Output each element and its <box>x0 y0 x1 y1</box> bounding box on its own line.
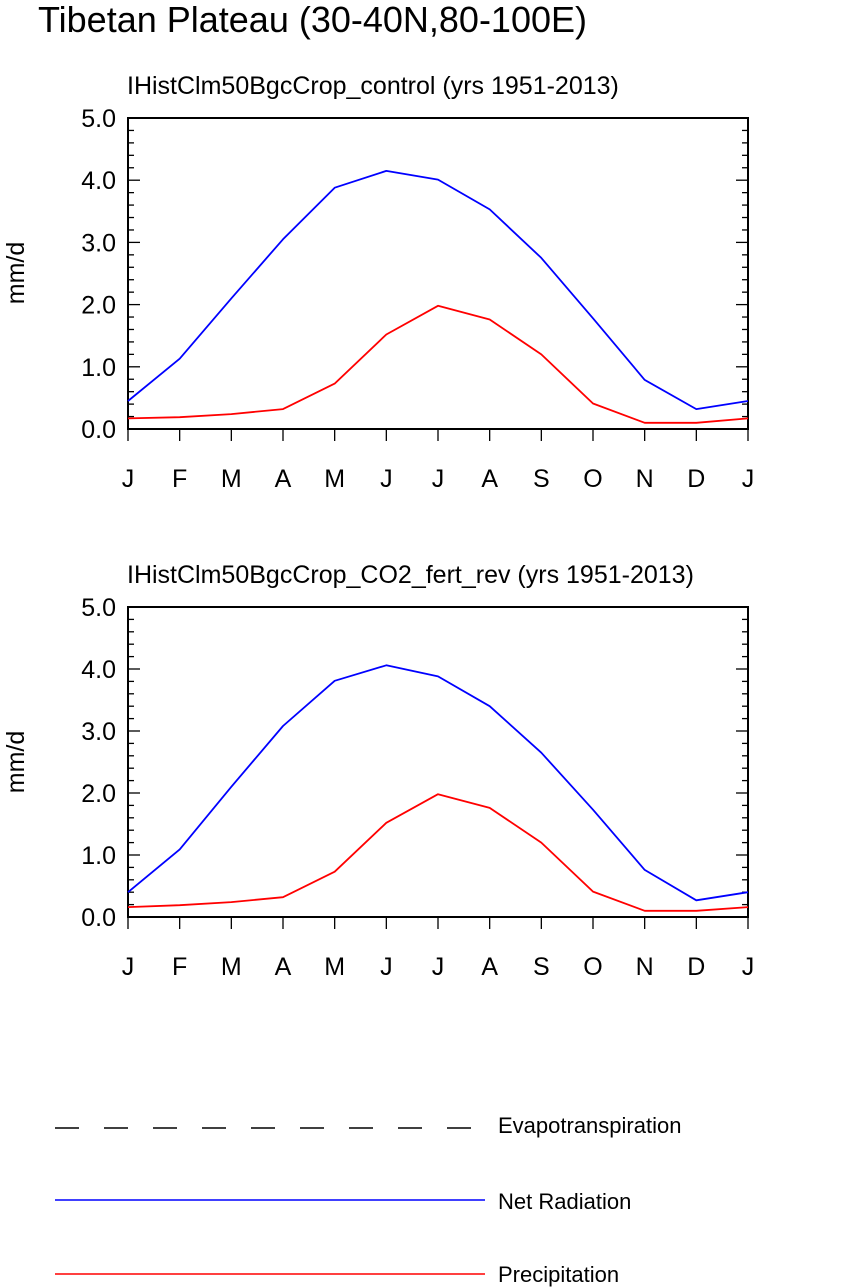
y-tick-label: 1.0 <box>81 842 116 870</box>
x-tick-label: S <box>533 953 550 981</box>
x-tick-label: J <box>122 953 135 981</box>
panel-title: IHistClm50BgcCrop_CO2_fert_rev (yrs 1951… <box>127 561 694 589</box>
figure-title: Tibetan Plateau (30-40N,80-100E) <box>38 0 587 40</box>
legend-label-evapotranspiration: Evapotranspiration <box>498 1113 681 1138</box>
y-tick-label: 5.0 <box>81 105 116 133</box>
x-tick-label: M <box>221 953 242 981</box>
chart-panel-control: IHistClm50BgcCrop_control (yrs 1951-2013… <box>2 72 754 493</box>
y-tick-label: 4.0 <box>81 656 116 684</box>
x-tick-label: N <box>636 953 654 981</box>
x-tick-label: J <box>380 465 393 493</box>
series-line-net-radiation <box>127 169 749 411</box>
x-tick-label: J <box>380 953 393 981</box>
x-tick-label: A <box>275 953 292 981</box>
y-tick-label: 4.0 <box>81 167 116 195</box>
x-tick-label: D <box>687 465 705 493</box>
x-tick-label: S <box>533 465 550 493</box>
x-tick-label: O <box>583 465 602 493</box>
legend-label-precipitation: Precipitation <box>498 1262 619 1287</box>
y-tick-label: 2.0 <box>81 292 116 320</box>
x-tick-label: F <box>172 465 187 493</box>
x-tick-label: A <box>481 953 498 981</box>
y-axis-ticks <box>128 117 748 430</box>
legend: Evapotranspiration Net Radiation Precipi… <box>55 1113 681 1287</box>
plot-frame <box>127 117 749 430</box>
x-tick-label: M <box>324 953 345 981</box>
y-tick-label: 5.0 <box>81 594 116 622</box>
series-line-precipitation <box>127 793 749 912</box>
y-axis-ticks <box>128 606 748 918</box>
x-tick-label: A <box>481 465 498 493</box>
x-tick-label: J <box>122 465 135 493</box>
y-tick-label: 0.0 <box>81 904 116 932</box>
y-tick-label: 1.0 <box>81 354 116 382</box>
x-tick-label: J <box>742 465 755 493</box>
x-tick-label: O <box>583 953 602 981</box>
y-tick-label: 0.0 <box>81 416 116 444</box>
x-tick-label: M <box>221 465 242 493</box>
x-tick-label: F <box>172 953 187 981</box>
x-tick-label: A <box>275 465 292 493</box>
y-axis-label: mm/d <box>2 242 30 305</box>
y-axis-label: mm/d <box>2 731 30 794</box>
y-tick-label: 3.0 <box>81 718 116 746</box>
panel-title: IHistClm50BgcCrop_control (yrs 1951-2013… <box>127 72 619 100</box>
chart-panel-co2-fert-rev: IHistClm50BgcCrop_CO2_fert_rev (yrs 1951… <box>2 561 754 981</box>
x-tick-label: D <box>687 953 705 981</box>
y-tick-label: 3.0 <box>81 229 116 257</box>
x-tick-label: J <box>432 953 445 981</box>
x-tick-label: M <box>324 465 345 493</box>
x-tick-label: J <box>742 953 755 981</box>
plot-frame <box>127 606 749 918</box>
series-line-precipitation <box>127 304 749 424</box>
legend-label-net-radiation: Net Radiation <box>498 1189 631 1214</box>
x-tick-label: N <box>636 465 654 493</box>
y-tick-label: 2.0 <box>81 780 116 808</box>
series-line-net-radiation <box>127 664 749 902</box>
x-tick-label: J <box>432 465 445 493</box>
